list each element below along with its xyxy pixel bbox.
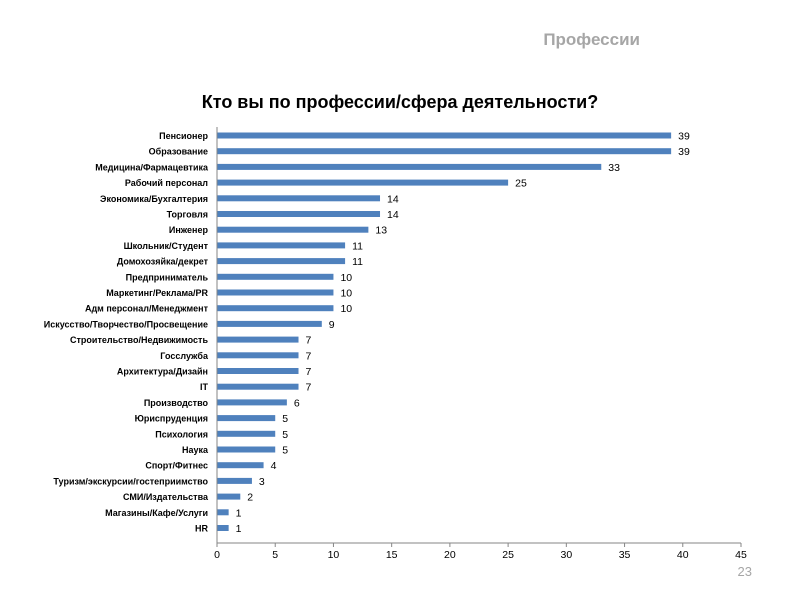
bar — [217, 132, 672, 139]
x-tick-label: 40 — [677, 549, 689, 561]
value-label: 7 — [306, 350, 312, 362]
category-label: Инженер — [169, 225, 209, 235]
bar — [217, 352, 299, 359]
value-label: 13 — [375, 225, 387, 237]
category-label: Образование — [149, 147, 208, 157]
bar — [217, 179, 509, 186]
x-tick-label: 0 — [214, 549, 220, 561]
value-label: 7 — [306, 366, 312, 378]
value-label: 9 — [329, 319, 335, 331]
bar — [217, 148, 672, 155]
value-label: 1 — [236, 523, 242, 535]
value-label: 5 — [282, 429, 288, 441]
bar — [217, 211, 381, 217]
category-label: Адм персонал/Менеджмент — [85, 304, 209, 314]
bar — [217, 258, 346, 265]
x-tick-label: 5 — [272, 549, 278, 561]
value-label: 10 — [340, 303, 352, 315]
category-label: Туризм/экскурсии/гостеприимство — [53, 476, 208, 486]
category-label: HR — [195, 524, 208, 534]
category-label: Магазины/Кафе/Услуги — [105, 508, 208, 518]
bar — [217, 305, 334, 312]
category-label: Школьник/Студент — [124, 241, 209, 251]
x-tick-label: 10 — [328, 549, 340, 561]
value-label: 25 — [515, 178, 527, 190]
slide-header: Профессии — [543, 30, 640, 49]
category-label: Медицина/Фармацевтика — [95, 162, 209, 172]
bar — [217, 462, 264, 469]
value-label: 1 — [236, 507, 242, 519]
bar — [217, 242, 346, 249]
value-label: 5 — [282, 445, 288, 457]
value-label: 33 — [608, 162, 620, 174]
bar — [217, 195, 381, 202]
value-label: 4 — [271, 460, 277, 472]
value-label: 2 — [247, 492, 253, 504]
value-label: 39 — [678, 146, 690, 158]
bar — [217, 226, 369, 233]
bar — [217, 336, 299, 343]
bar — [217, 509, 229, 516]
category-label: IT — [200, 382, 209, 392]
bars-layer — [217, 132, 672, 531]
page-number: 23 — [737, 564, 752, 579]
category-label: Рабочий персонал — [125, 178, 208, 188]
x-tick-label: 35 — [619, 549, 631, 561]
category-label: СМИ/Издательства — [123, 492, 209, 502]
category-label: Спорт/Фитнес — [145, 461, 208, 471]
category-label: Наука — [182, 445, 209, 455]
value-label: 5 — [282, 413, 288, 425]
bar — [217, 446, 276, 453]
category-label: Юриспруденция — [135, 414, 208, 424]
x-tick-label: 30 — [560, 549, 572, 561]
bar — [217, 477, 252, 484]
bar — [217, 399, 287, 406]
category-label: Искусство/Творчество/Просвещение — [44, 319, 208, 329]
bar — [217, 430, 276, 437]
category-label: Маркетинг/Реклама/PR — [106, 288, 208, 298]
bar — [217, 273, 334, 280]
x-tick-label: 25 — [502, 549, 514, 561]
category-label: Архитектура/Дизайн — [117, 367, 208, 377]
bar — [217, 368, 299, 374]
category-label: Предприниматель — [126, 272, 209, 282]
category-label: Госслужба — [160, 351, 209, 361]
x-tick-label: 15 — [386, 549, 398, 561]
bar — [217, 493, 241, 500]
value-label: 39 — [678, 131, 690, 143]
bar — [217, 163, 602, 170]
bar — [217, 415, 276, 422]
category-label: Пенсионер — [159, 131, 208, 141]
value-label: 11 — [352, 256, 363, 268]
value-label: 7 — [306, 382, 312, 394]
category-label: Производство — [144, 398, 209, 408]
category-labels: Пенсионер Образование Медицина/Фармацевтик… — [44, 131, 209, 534]
x-tick-label: 20 — [444, 549, 456, 561]
value-label: 11 — [352, 240, 363, 252]
category-label: Психология — [155, 429, 208, 439]
value-label: 10 — [340, 272, 352, 284]
value-label: 3 — [259, 476, 265, 488]
bar — [217, 525, 229, 531]
category-label: Домохозяйка/декрет — [117, 257, 209, 267]
value-label: 14 — [387, 209, 399, 221]
value-label: 6 — [294, 397, 300, 409]
x-tick-label: 45 — [735, 549, 747, 561]
category-label: Экономика/Бухгалтерия — [100, 194, 208, 204]
bar — [217, 289, 334, 296]
value-label: 14 — [387, 193, 399, 205]
category-label: Строительство/Недвижимость — [70, 335, 208, 345]
category-label: Торговля — [167, 210, 208, 220]
chart-title: Кто вы по профессии/сфера деятельности? — [201, 92, 599, 112]
bar — [217, 320, 322, 327]
bar — [217, 383, 299, 390]
x-axis: 0 5 10 15 20 25 30 35 40 45 — [214, 127, 747, 561]
value-label: 7 — [306, 335, 312, 347]
value-label: 10 — [340, 288, 352, 300]
